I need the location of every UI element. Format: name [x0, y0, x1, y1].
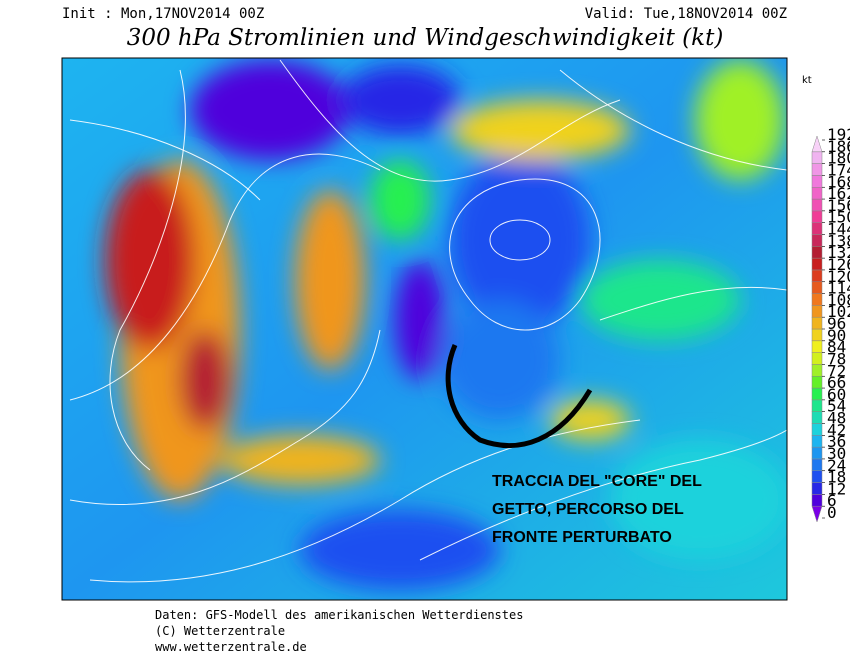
legend-swatch: [811, 505, 823, 523]
legend-label: 30: [827, 444, 846, 463]
legend-swatch: [811, 387, 823, 401]
annotation-line: GETTO, PERCORSO DEL: [492, 501, 684, 518]
legend-label: 156: [827, 196, 850, 215]
legend-label: 120: [827, 267, 850, 286]
legend-label: 78: [827, 349, 846, 368]
footer-line: Daten: GFS-Modell des amerikanischen Wet…: [155, 608, 523, 622]
legend-label: 12: [827, 479, 846, 498]
legend-swatch: [811, 435, 823, 448]
legend-swatch: [811, 281, 823, 294]
legend-swatch: [811, 198, 823, 212]
map: [62, 58, 787, 600]
annotation-line: TRACCIA DEL "CORE" DEL: [492, 473, 702, 490]
legend-label: 60: [827, 385, 846, 404]
legend-swatch: [811, 470, 823, 483]
legend-label: 162: [827, 184, 850, 203]
legend-label: 174: [827, 160, 850, 179]
legend-label: 138: [827, 231, 850, 250]
legend-swatch: [811, 423, 823, 436]
legend-swatch: [811, 135, 823, 153]
legend-swatch: [811, 340, 823, 353]
legend-swatch: [811, 151, 823, 164]
legend-label: 18: [827, 468, 846, 487]
legend-label: 0: [827, 503, 837, 522]
legend-swatch: [811, 246, 823, 259]
footer-line: (C) Wetterzentrale: [155, 624, 285, 638]
legend-swatch: [811, 269, 823, 282]
annotation-line: FRONTE PERTURBATO: [492, 529, 672, 546]
legend-label: 72: [827, 361, 846, 380]
legend-swatch: [811, 222, 823, 235]
legend-swatch: [811, 305, 823, 318]
legend-swatch: [811, 411, 823, 424]
legend-swatch: [811, 257, 823, 271]
legend-swatch: [811, 399, 823, 412]
legend-swatch: [811, 316, 823, 330]
legend-swatch: [811, 446, 823, 460]
legend-label: 114: [827, 279, 850, 298]
legend-label: 42: [827, 420, 846, 439]
legend-swatch: [811, 494, 823, 507]
legend-label: 168: [827, 172, 850, 191]
legend-label: 192: [827, 125, 850, 144]
legend-swatch: [811, 376, 823, 389]
legend-label: 132: [827, 243, 850, 262]
legend-label: 108: [827, 290, 850, 309]
legend-swatch: [811, 234, 823, 247]
legend-label: 126: [827, 255, 850, 274]
legend-label: 54: [827, 397, 846, 416]
valid-time: Valid: Tue,18NOV2014 00Z: [585, 6, 787, 22]
legend-label: 48: [827, 409, 846, 428]
legend-label: 90: [827, 326, 846, 345]
legend-swatch: [811, 364, 823, 377]
legend-swatch: [811, 482, 823, 495]
legend-unit: kt: [802, 75, 812, 86]
legend-label: 150: [827, 208, 850, 227]
legend-label: 84: [827, 338, 846, 357]
map-title: 300 hPa Stromlinien und Windgeschwindigk…: [127, 25, 724, 51]
legend-label: 144: [827, 220, 850, 239]
legend-label: 24: [827, 456, 846, 475]
legend-swatch: [811, 293, 823, 306]
legend-swatch: [811, 163, 823, 176]
init-time: Init : Mon,17NOV2014 00Z: [62, 6, 264, 22]
legend-label: 96: [827, 314, 846, 333]
legend-swatch: [811, 352, 823, 365]
legend-swatch: [811, 187, 823, 200]
legend: 0612182430364248546066727884909610210811…: [811, 125, 850, 523]
legend-swatch: [811, 328, 823, 342]
legend-label: 180: [827, 149, 850, 168]
legend-swatch: [811, 175, 823, 188]
legend-label: 6: [827, 491, 837, 510]
legend-label: 186: [827, 137, 850, 156]
legend-swatch: [811, 458, 823, 471]
legend-swatch: [811, 210, 823, 223]
footer-line: www.wetterzentrale.de: [155, 640, 307, 654]
legend-label: 102: [827, 302, 850, 321]
legend-label: 36: [827, 432, 846, 451]
legend-label: 66: [827, 373, 846, 392]
